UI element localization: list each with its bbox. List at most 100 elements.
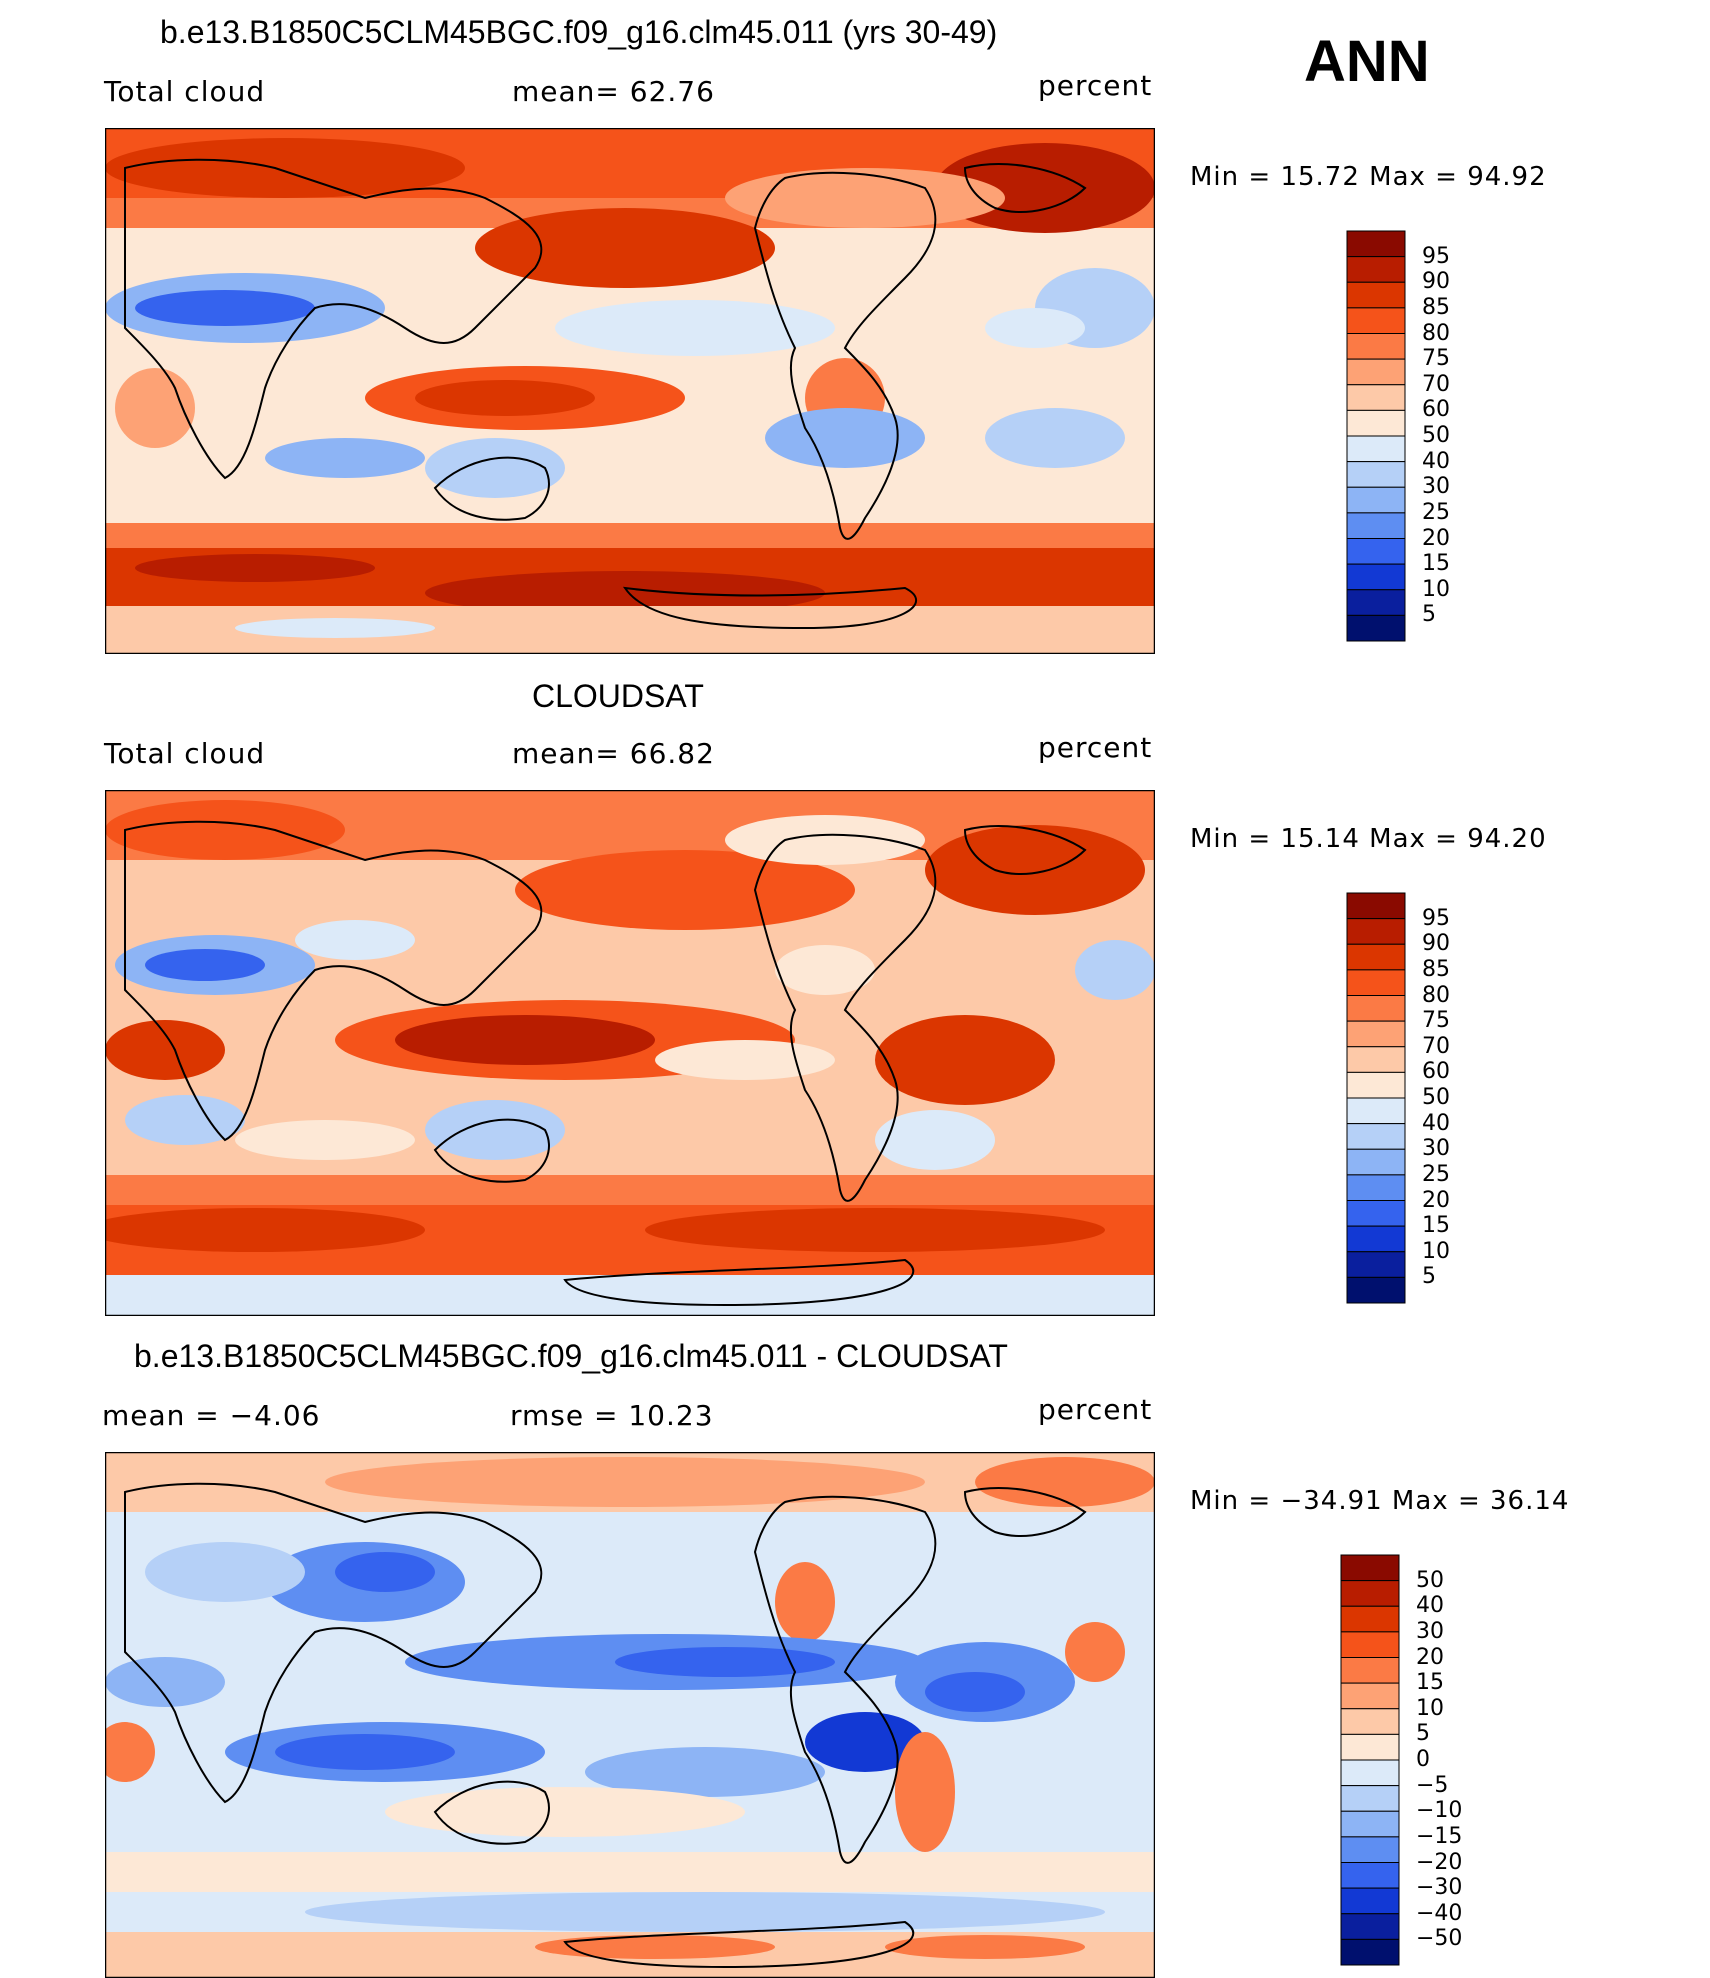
colorbar-label: 30 <box>1416 1618 1444 1644</box>
map-model <box>105 128 1155 654</box>
colorbar-label: 40 <box>1416 1593 1444 1619</box>
colorbar-label: 5 <box>1422 1264 1436 1290</box>
colorbar-swatch <box>1346 1200 1406 1227</box>
colorbar-swatch <box>1346 563 1406 591</box>
colorbar-label: 5 <box>1422 602 1436 628</box>
colorbar-swatch <box>1340 1810 1400 1838</box>
colorbar-label: 25 <box>1422 499 1450 525</box>
colorbar-label: −10 <box>1416 1798 1463 1824</box>
colorbar-swatch <box>1340 1580 1400 1607</box>
colorbar-swatch <box>1340 1708 1400 1735</box>
colorbar-label: 80 <box>1422 982 1450 1008</box>
colorbar-label: −40 <box>1416 1900 1463 1926</box>
colorbar-swatch <box>1346 281 1406 309</box>
colorbar-label: 95 <box>1422 905 1450 931</box>
colorbar-swatch <box>1346 333 1406 360</box>
variable-label: Total cloud <box>104 75 266 108</box>
colorbar-swatch <box>1346 1071 1406 1099</box>
colorbar-label: 25 <box>1422 1161 1450 1187</box>
minmax-label: Min = −34.91 Max = 36.14 <box>1190 1486 1570 1516</box>
season-label: ANN <box>1304 29 1430 94</box>
colorbar-swatch <box>1346 461 1406 488</box>
panel-title: b.e13.B1850C5CLM45BGC.f09_g16.clm45.011 … <box>160 14 998 50</box>
colorbar-swatch <box>1340 1913 1400 1940</box>
colorbar-swatch <box>1346 995 1406 1022</box>
map-diff <box>105 1452 1155 1978</box>
colorbar-swatch <box>1346 512 1406 539</box>
colorbar-swatch <box>1346 1225 1406 1253</box>
colorbar-label: 50 <box>1416 1567 1444 1593</box>
colorbar-swatch <box>1346 943 1406 971</box>
colorbar-label: 70 <box>1422 371 1450 397</box>
colorbar-swatch <box>1346 256 1406 283</box>
colorbar-swatch <box>1346 358 1406 386</box>
colorbar-label: 0 <box>1416 1747 1430 1772</box>
colorbar-label: 50 <box>1422 1085 1450 1110</box>
colorbar-label: −15 <box>1416 1823 1463 1849</box>
colorbar-label: 15 <box>1422 1213 1450 1239</box>
colorbar-swatch <box>1346 486 1406 514</box>
colorbar-label: 90 <box>1422 931 1450 957</box>
colorbar-swatch <box>1340 1657 1400 1684</box>
colorbar-label: 85 <box>1422 956 1450 982</box>
colorbar-swatch <box>1340 1733 1400 1761</box>
colorbar-label: 85 <box>1422 294 1450 320</box>
colorbar-label: −30 <box>1416 1875 1463 1901</box>
mean-label: mean= 66.82 <box>512 737 715 770</box>
colorbar-swatch <box>1340 1836 1400 1863</box>
colorbar-label: 10 <box>1416 1695 1444 1721</box>
colorbar-swatch <box>1346 969 1406 996</box>
colorbar-swatch <box>1346 589 1406 616</box>
colorbar-swatch <box>1340 1887 1400 1915</box>
colorbar-swatch <box>1346 1046 1406 1073</box>
units-label: percent <box>1038 731 1153 764</box>
colorbar-swatch <box>1346 1276 1406 1304</box>
colorbar-swatch <box>1346 1097 1406 1125</box>
colorbar-label: 95 <box>1422 243 1450 269</box>
colorbar-swatch <box>1346 892 1406 920</box>
colorbar-swatch <box>1346 384 1406 411</box>
units-label: percent <box>1038 69 1153 102</box>
colorbar-swatch <box>1346 1148 1406 1176</box>
colorbar-label: 5 <box>1416 1721 1430 1747</box>
colorbar-swatch <box>1346 918 1406 945</box>
minmax-label: Min = 15.14 Max = 94.20 <box>1190 824 1547 854</box>
minmax-label: Min = 15.72 Max = 94.92 <box>1190 162 1547 192</box>
colorbar-label: 80 <box>1422 320 1450 346</box>
colorbar-swatch <box>1346 1020 1406 1048</box>
colorbar-label: 20 <box>1422 1187 1450 1213</box>
colorbar-label: 75 <box>1422 346 1450 372</box>
rmse-label: rmse = 10.23 <box>510 1399 714 1432</box>
panel-title: CLOUDSAT <box>532 678 704 714</box>
colorbar-swatch <box>1340 1862 1400 1889</box>
colorbar-swatch <box>1346 1174 1406 1201</box>
colorbar-label: 75 <box>1422 1008 1450 1034</box>
mean-label: mean = −4.06 <box>102 1399 321 1432</box>
colorbar-label: 30 <box>1422 474 1450 500</box>
colorbar-label: 50 <box>1422 423 1450 448</box>
units-label: percent <box>1038 1393 1153 1426</box>
colorbar-label: 10 <box>1422 576 1450 602</box>
colorbar-label: 40 <box>1422 1110 1450 1136</box>
colorbar-model <box>1346 230 1408 646</box>
colorbar-label: 15 <box>1416 1670 1444 1696</box>
colorbar-swatch <box>1340 1605 1400 1633</box>
colorbar-swatch <box>1346 307 1406 334</box>
colorbar-label: 60 <box>1422 397 1450 423</box>
colorbar-label: 70 <box>1422 1033 1450 1059</box>
panel-title: b.e13.B1850C5CLM45BGC.f09_g16.clm45.011 … <box>134 1338 1008 1374</box>
colorbar-label: 60 <box>1422 1059 1450 1085</box>
colorbar-label: 90 <box>1422 269 1450 295</box>
colorbar-label: 15 <box>1422 551 1450 577</box>
colorbar-swatch <box>1346 538 1406 565</box>
colorbar-label: 20 <box>1416 1644 1444 1670</box>
colorbar-swatch <box>1340 1759 1400 1787</box>
colorbar-swatch <box>1346 435 1406 463</box>
colorbar-swatch <box>1346 409 1406 437</box>
colorbar-swatch <box>1346 1123 1406 1150</box>
colorbar-swatch <box>1346 1251 1406 1278</box>
colorbar-swatch <box>1340 1785 1400 1812</box>
colorbar-label: −5 <box>1416 1772 1449 1798</box>
colorbar-swatch <box>1340 1682 1400 1710</box>
colorbar-label: 20 <box>1422 525 1450 551</box>
